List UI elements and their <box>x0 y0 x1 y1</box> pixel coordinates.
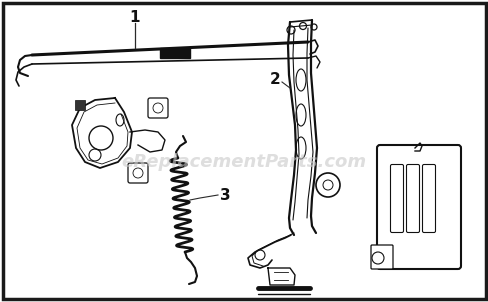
Text: 3: 3 <box>219 188 230 203</box>
FancyBboxPatch shape <box>128 163 148 183</box>
FancyBboxPatch shape <box>376 145 460 269</box>
FancyBboxPatch shape <box>390 165 403 233</box>
FancyBboxPatch shape <box>370 245 392 269</box>
FancyBboxPatch shape <box>406 165 419 233</box>
Text: 1: 1 <box>129 11 140 25</box>
FancyBboxPatch shape <box>160 48 190 58</box>
Text: eReplacementParts.com: eReplacementParts.com <box>121 153 366 171</box>
Text: 2: 2 <box>269 72 280 88</box>
FancyBboxPatch shape <box>148 98 168 118</box>
FancyBboxPatch shape <box>422 165 435 233</box>
FancyBboxPatch shape <box>75 100 85 110</box>
